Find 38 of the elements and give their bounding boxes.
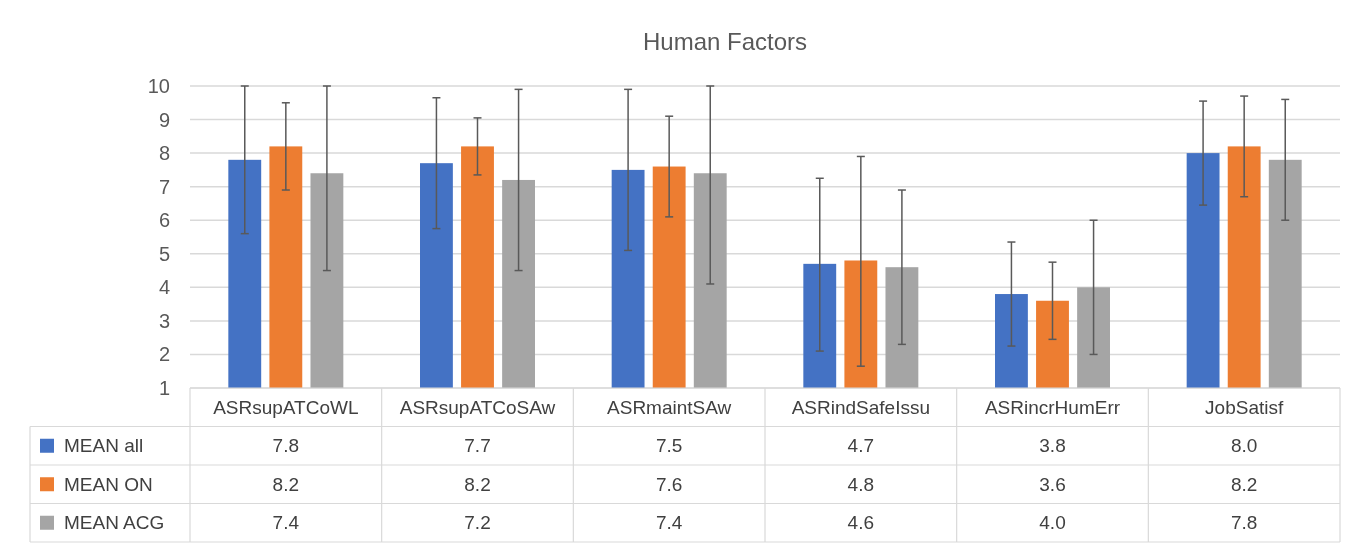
legend-label: MEAN ACG	[64, 512, 165, 534]
x-tick-label: ASRmaintSAw	[607, 396, 732, 418]
y-tick-label: 2	[158, 343, 170, 366]
data-label: 8.2	[272, 473, 300, 495]
data-label: 7.4	[272, 512, 300, 534]
data-label: 4.8	[847, 473, 875, 495]
data-label: 8.2	[1230, 473, 1258, 495]
data-label: 8.0	[1230, 435, 1258, 457]
y-tick-label: 9	[158, 108, 170, 131]
data-label: 7.5	[655, 435, 683, 457]
legend-label: MEAN ON	[64, 473, 153, 495]
x-tick-label: ASRsupATCoSAw	[399, 396, 556, 418]
x-tick-label: JobSatisf	[1205, 396, 1284, 418]
data-label: 7.8	[1230, 512, 1258, 534]
data-label: 4.0	[1039, 512, 1066, 534]
y-tick-label: 7	[158, 175, 170, 198]
data-label: 7.6	[655, 473, 683, 495]
legend-label: MEAN all	[64, 435, 144, 457]
data-label: 7.2	[464, 512, 491, 534]
x-tick-label: ASRindSafeIssu	[791, 396, 931, 418]
data-label: 3.8	[1039, 435, 1066, 457]
data-label: 7.8	[272, 435, 300, 457]
data-label: 4.7	[847, 435, 875, 457]
data-label: 4.6	[847, 512, 875, 534]
y-tick-label: 8	[158, 142, 170, 165]
x-tick-label: ASRsupATCoWL	[213, 396, 359, 418]
chart-title: Human Factors	[642, 28, 808, 55]
y-tick-label: 5	[158, 242, 170, 265]
y-tick-label: 4	[158, 276, 170, 299]
y-tick-label: 10	[147, 75, 170, 97]
x-tick-label: ASRincrHumErr	[984, 396, 1121, 418]
data-label: 8.2	[464, 473, 491, 495]
y-tick-label: 1	[158, 377, 170, 399]
data-label: 7.4	[655, 512, 683, 534]
data-label: 3.6	[1039, 473, 1066, 495]
y-tick-label: 3	[158, 309, 170, 332]
y-tick-label: 6	[158, 209, 170, 232]
data-label: 7.7	[464, 435, 491, 457]
